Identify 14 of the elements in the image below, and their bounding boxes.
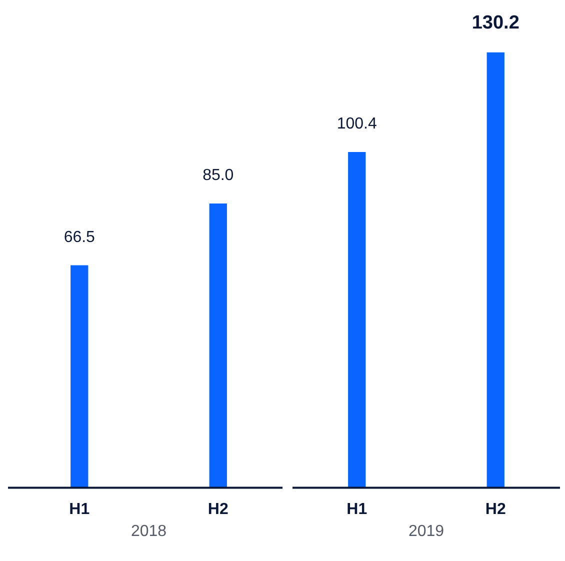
x-tick-label: H1 bbox=[346, 500, 368, 518]
x-tick-label: H1 bbox=[69, 500, 90, 518]
bar bbox=[348, 152, 366, 488]
bar bbox=[486, 52, 504, 488]
bar bbox=[70, 265, 88, 488]
data-label: 130.2 bbox=[472, 12, 520, 34]
x-tick-label: H2 bbox=[208, 500, 228, 518]
text: 2019 bbox=[408, 523, 444, 540]
data-label: 66.5 bbox=[64, 229, 96, 246]
data-label: 85.0 bbox=[202, 167, 234, 184]
bar bbox=[209, 203, 227, 488]
data-label: 100.4 bbox=[336, 116, 377, 133]
text: 2018 bbox=[130, 523, 167, 540]
x-tick-label: H2 bbox=[485, 500, 506, 518]
